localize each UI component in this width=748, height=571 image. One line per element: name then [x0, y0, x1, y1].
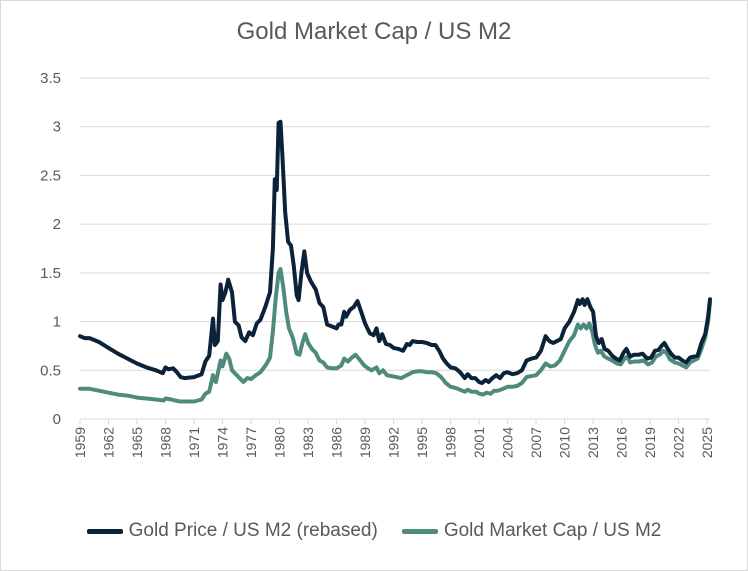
x-tick-label-0: 1959 [72, 427, 88, 458]
x-tick-label-2: 1965 [129, 427, 145, 458]
y-tick-label-2: 1 [53, 314, 61, 331]
x-tick-label-8: 1983 [300, 427, 316, 458]
x-tick-label-4: 1971 [186, 427, 202, 458]
y-tick-label-6: 3 [53, 119, 61, 136]
y-tick-label-0: 0 [53, 411, 61, 428]
x-tick-label-7: 1980 [272, 427, 288, 458]
x-tick-label-15: 2004 [500, 427, 516, 458]
x-tick-label-20: 2019 [642, 427, 658, 458]
x-tick-label-13: 1998 [443, 427, 459, 458]
y-tick-label-5: 2.5 [40, 167, 61, 184]
legend-item-gold-market-cap[interactable]: Gold Market Cap / US M2 [401, 520, 662, 542]
series-line-gold-price [78, 119, 712, 385]
legend-swatch-gold-market-cap [401, 528, 438, 534]
y-tick-label-4: 2 [53, 216, 61, 233]
x-tick-label-19: 2016 [614, 427, 630, 458]
x-tick-label-11: 1992 [386, 427, 402, 458]
gridlines [80, 77, 710, 420]
x-tick-label-21: 2022 [671, 427, 687, 458]
x-tick-label-22: 2025 [699, 427, 715, 458]
legend-item-gold-price[interactable]: Gold Price / US M2 (rebased) [86, 520, 378, 542]
legend-label-gold-price: Gold Price / US M2 (rebased) [128, 520, 378, 541]
x-tick-label-14: 2001 [471, 427, 487, 458]
x-tick-label-3: 1968 [158, 427, 174, 458]
x-tick-label-9: 1986 [329, 427, 345, 458]
x-tick-label-16: 2007 [528, 427, 544, 458]
chart-title: Gold Market Cap / US M2 [236, 18, 512, 45]
x-tick-label-5: 1974 [215, 427, 231, 458]
series-line-gold-market-cap [78, 267, 712, 404]
x-tick-label-12: 1995 [414, 427, 430, 458]
legend-swatch-gold-price [86, 528, 123, 534]
x-axis-tick-labels: 1959 1962 1965 1968 1971 1974 1977 1980 1983 1986… [72, 419, 715, 458]
x-tick-label-10: 1989 [357, 427, 373, 458]
y-tick-label-1: 0.5 [40, 362, 61, 379]
y-tick-label-3: 1.5 [40, 265, 61, 282]
x-tick-label-17: 2010 [557, 427, 573, 458]
x-tick-label-6: 1977 [243, 427, 259, 458]
chart-legend: Gold Price / US M2 (rebased) Gold Market… [0, 520, 748, 542]
x-tick-label-18: 2013 [585, 427, 601, 458]
y-axis-tick-labels: 0 0.5 1 1.5 2 2.5 3 3.5 [40, 70, 61, 428]
legend-label-gold-market-cap: Gold Market Cap / US M2 [443, 520, 662, 541]
series-lines [78, 119, 712, 404]
y-tick-label-7: 3.5 [40, 70, 61, 87]
x-tick-label-1: 1962 [101, 427, 117, 458]
